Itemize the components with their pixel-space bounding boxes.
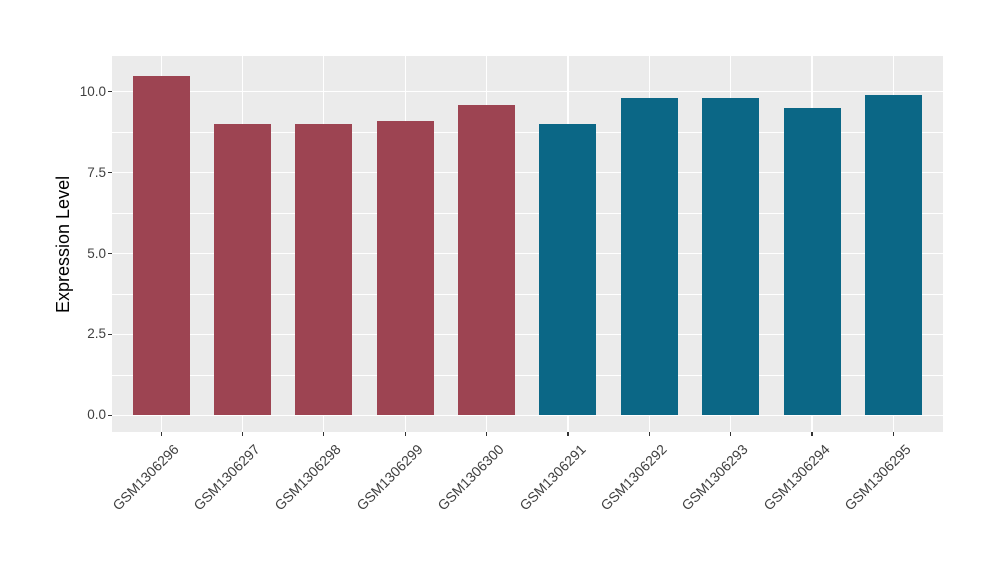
x-tick-mark <box>486 432 488 436</box>
y-tick-label: 0.0 <box>87 407 106 423</box>
bar-GSM1306298 <box>295 124 353 416</box>
y-tick-mark <box>108 414 112 416</box>
x-tick-mark <box>323 432 325 436</box>
major-gridline <box>112 414 943 416</box>
x-tick-mark <box>404 432 406 436</box>
minor-gridline <box>112 213 943 214</box>
x-tick-mark <box>811 432 813 436</box>
minor-gridline <box>112 293 943 295</box>
x-tick-label-text: GSM1306293 <box>678 441 751 514</box>
bar-GSM1306291 <box>539 124 597 416</box>
bar-GSM1306292 <box>620 98 678 416</box>
y-tick-mark <box>108 91 112 93</box>
x-tick-label-text: GSM1306298 <box>271 441 345 514</box>
bar-GSM1306295 <box>864 94 922 416</box>
major-gridline <box>112 333 943 336</box>
major-gridline <box>112 171 943 174</box>
bar-GSM1306299 <box>376 120 434 416</box>
bar-GSM1306297 <box>214 124 272 416</box>
x-tick-mark <box>648 432 650 436</box>
y-tick-mark <box>108 333 112 335</box>
bar-GSM1306296 <box>132 75 190 416</box>
y-tick-label: 2.5 <box>87 326 106 342</box>
y-tick-mark <box>108 252 112 255</box>
x-tick-label-text: GSM1306295 <box>841 441 914 514</box>
x-tick-mark <box>160 432 162 436</box>
bar-GSM1306294 <box>783 107 841 416</box>
x-tick-mark <box>730 432 732 436</box>
minor-gridline <box>112 374 943 376</box>
major-gridline <box>112 91 943 93</box>
x-tick-label-text: GSM1306300 <box>434 441 507 514</box>
y-tick-mark <box>108 172 112 174</box>
x-tick-label-text: GSM1306296 <box>109 441 182 514</box>
y-tick-label: 10.0 <box>79 83 106 99</box>
x-tick-label-text: GSM1306299 <box>353 441 426 514</box>
plot-panel <box>112 56 943 432</box>
bar-GSM1306293 <box>702 98 760 416</box>
x-tick-label-text: GSM1306294 <box>759 441 833 514</box>
x-tick-label-text: GSM1306291 <box>515 441 589 514</box>
x-tick-mark <box>241 432 244 436</box>
x-tick-label-text: GSM1306292 <box>597 441 670 514</box>
y-tick-label: 7.5 <box>87 164 106 180</box>
y-tick-label: 5.0 <box>87 245 106 261</box>
x-tick-label-text: GSM1306297 <box>190 441 263 514</box>
major-gridline <box>112 252 943 255</box>
x-tick-mark <box>892 432 894 436</box>
y-axis-title: Expression Level <box>53 175 73 313</box>
x-tick-mark <box>567 432 569 436</box>
bar-GSM1306300 <box>458 104 516 416</box>
minor-gridline <box>112 132 943 133</box>
